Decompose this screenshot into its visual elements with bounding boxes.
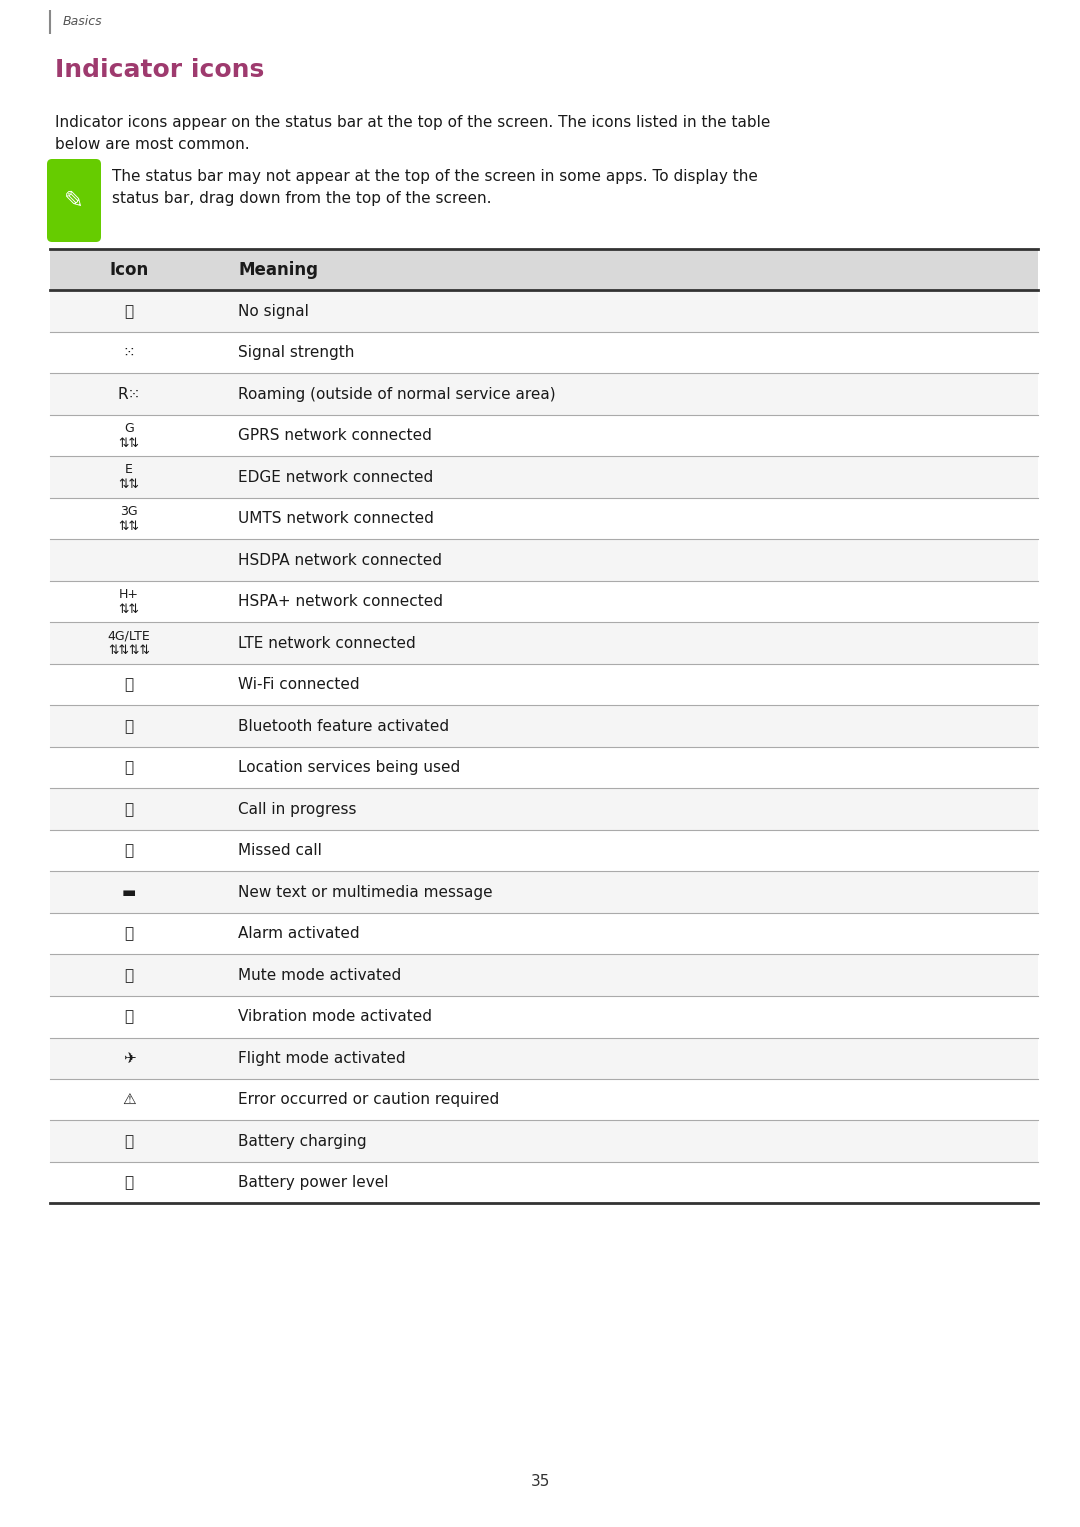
Bar bbox=[50, 498, 1038, 539]
Bar bbox=[50, 539, 1038, 580]
Text: Error occurred or caution required: Error occurred or caution required bbox=[238, 1092, 499, 1107]
FancyBboxPatch shape bbox=[48, 159, 102, 241]
Bar bbox=[50, 415, 1038, 457]
Bar bbox=[50, 249, 1038, 290]
Text: ⚠: ⚠ bbox=[122, 1092, 136, 1107]
Text: 📞: 📞 bbox=[124, 802, 134, 817]
Text: 🔇: 🔇 bbox=[124, 968, 134, 983]
Text: Indicator icons appear on the status bar at the top of the screen. The icons lis: Indicator icons appear on the status bar… bbox=[55, 115, 770, 151]
Text: Indicator icons: Indicator icons bbox=[55, 58, 265, 82]
Text: Call in progress: Call in progress bbox=[238, 802, 356, 817]
Bar bbox=[50, 788, 1038, 831]
Text: 35: 35 bbox=[530, 1475, 550, 1489]
Bar bbox=[50, 1162, 1038, 1203]
Bar bbox=[50, 705, 1038, 747]
Text: Missed call: Missed call bbox=[238, 843, 322, 858]
Text: 📍: 📍 bbox=[124, 760, 134, 776]
Text: 4G/LTE
⇅⇅⇅⇅: 4G/LTE ⇅⇅⇅⇅ bbox=[108, 629, 150, 657]
Text: Bluetooth feature activated: Bluetooth feature activated bbox=[238, 719, 449, 734]
Bar bbox=[50, 290, 1038, 331]
Text: E
⇅⇅: E ⇅⇅ bbox=[119, 463, 139, 492]
Text: No signal: No signal bbox=[238, 304, 309, 319]
Text: 🔋: 🔋 bbox=[124, 1133, 134, 1148]
Text: Roaming (outside of normal service area): Roaming (outside of normal service area) bbox=[238, 386, 555, 402]
Bar bbox=[50, 1080, 1038, 1121]
Text: ⁙: ⁙ bbox=[123, 345, 135, 360]
Text: Flight mode activated: Flight mode activated bbox=[238, 1051, 406, 1066]
Text: R⁙: R⁙ bbox=[118, 386, 140, 402]
Text: 📰: 📰 bbox=[124, 719, 134, 734]
Bar bbox=[50, 831, 1038, 872]
Text: Mute mode activated: Mute mode activated bbox=[238, 968, 402, 983]
Text: G
⇅⇅: G ⇅⇅ bbox=[119, 421, 139, 450]
Bar bbox=[50, 623, 1038, 664]
Text: 3G
⇅⇅: 3G ⇅⇅ bbox=[119, 505, 139, 533]
Text: The status bar may not appear at the top of the screen in some apps. To display : The status bar may not appear at the top… bbox=[112, 169, 758, 206]
Text: Signal strength: Signal strength bbox=[238, 345, 354, 360]
Text: Icon: Icon bbox=[109, 261, 149, 279]
Bar bbox=[50, 996, 1038, 1037]
Text: New text or multimedia message: New text or multimedia message bbox=[238, 884, 492, 899]
Bar bbox=[50, 374, 1038, 415]
Text: EDGE network connected: EDGE network connected bbox=[238, 470, 433, 484]
Text: ⃠: ⃠ bbox=[124, 304, 134, 319]
Bar bbox=[50, 954, 1038, 996]
Text: Battery power level: Battery power level bbox=[238, 1176, 389, 1190]
Text: Alarm activated: Alarm activated bbox=[238, 927, 360, 941]
Bar bbox=[50, 664, 1038, 705]
Text: HSPA+ network connected: HSPA+ network connected bbox=[238, 594, 443, 609]
Text: 📶: 📶 bbox=[124, 678, 134, 692]
Text: GPRS network connected: GPRS network connected bbox=[238, 428, 432, 443]
Text: 🔋: 🔋 bbox=[124, 1176, 134, 1190]
Bar bbox=[50, 1121, 1038, 1162]
Text: ✈: ✈ bbox=[123, 1051, 135, 1066]
Text: 📵: 📵 bbox=[124, 843, 134, 858]
Bar bbox=[50, 872, 1038, 913]
Text: ▬: ▬ bbox=[122, 884, 136, 899]
Text: Meaning: Meaning bbox=[238, 261, 318, 279]
Bar bbox=[50, 747, 1038, 788]
Text: LTE network connected: LTE network connected bbox=[238, 635, 416, 651]
Bar bbox=[50, 457, 1038, 498]
Bar bbox=[50, 913, 1038, 954]
Text: Basics: Basics bbox=[63, 15, 103, 29]
Text: Location services being used: Location services being used bbox=[238, 760, 460, 776]
Bar bbox=[50, 331, 1038, 374]
Text: UMTS network connected: UMTS network connected bbox=[238, 512, 434, 527]
Bar bbox=[50, 580, 1038, 623]
Text: Battery charging: Battery charging bbox=[238, 1133, 366, 1148]
Bar bbox=[50, 1037, 1038, 1080]
Text: H+
⇅⇅: H+ ⇅⇅ bbox=[119, 588, 139, 615]
Text: HSDPA network connected: HSDPA network connected bbox=[238, 553, 442, 568]
Text: ⏰: ⏰ bbox=[124, 927, 134, 941]
Text: ✎: ✎ bbox=[64, 188, 84, 212]
Text: Wi-Fi connected: Wi-Fi connected bbox=[238, 678, 360, 692]
Text: 📳: 📳 bbox=[124, 1009, 134, 1025]
Text: Vibration mode activated: Vibration mode activated bbox=[238, 1009, 432, 1025]
